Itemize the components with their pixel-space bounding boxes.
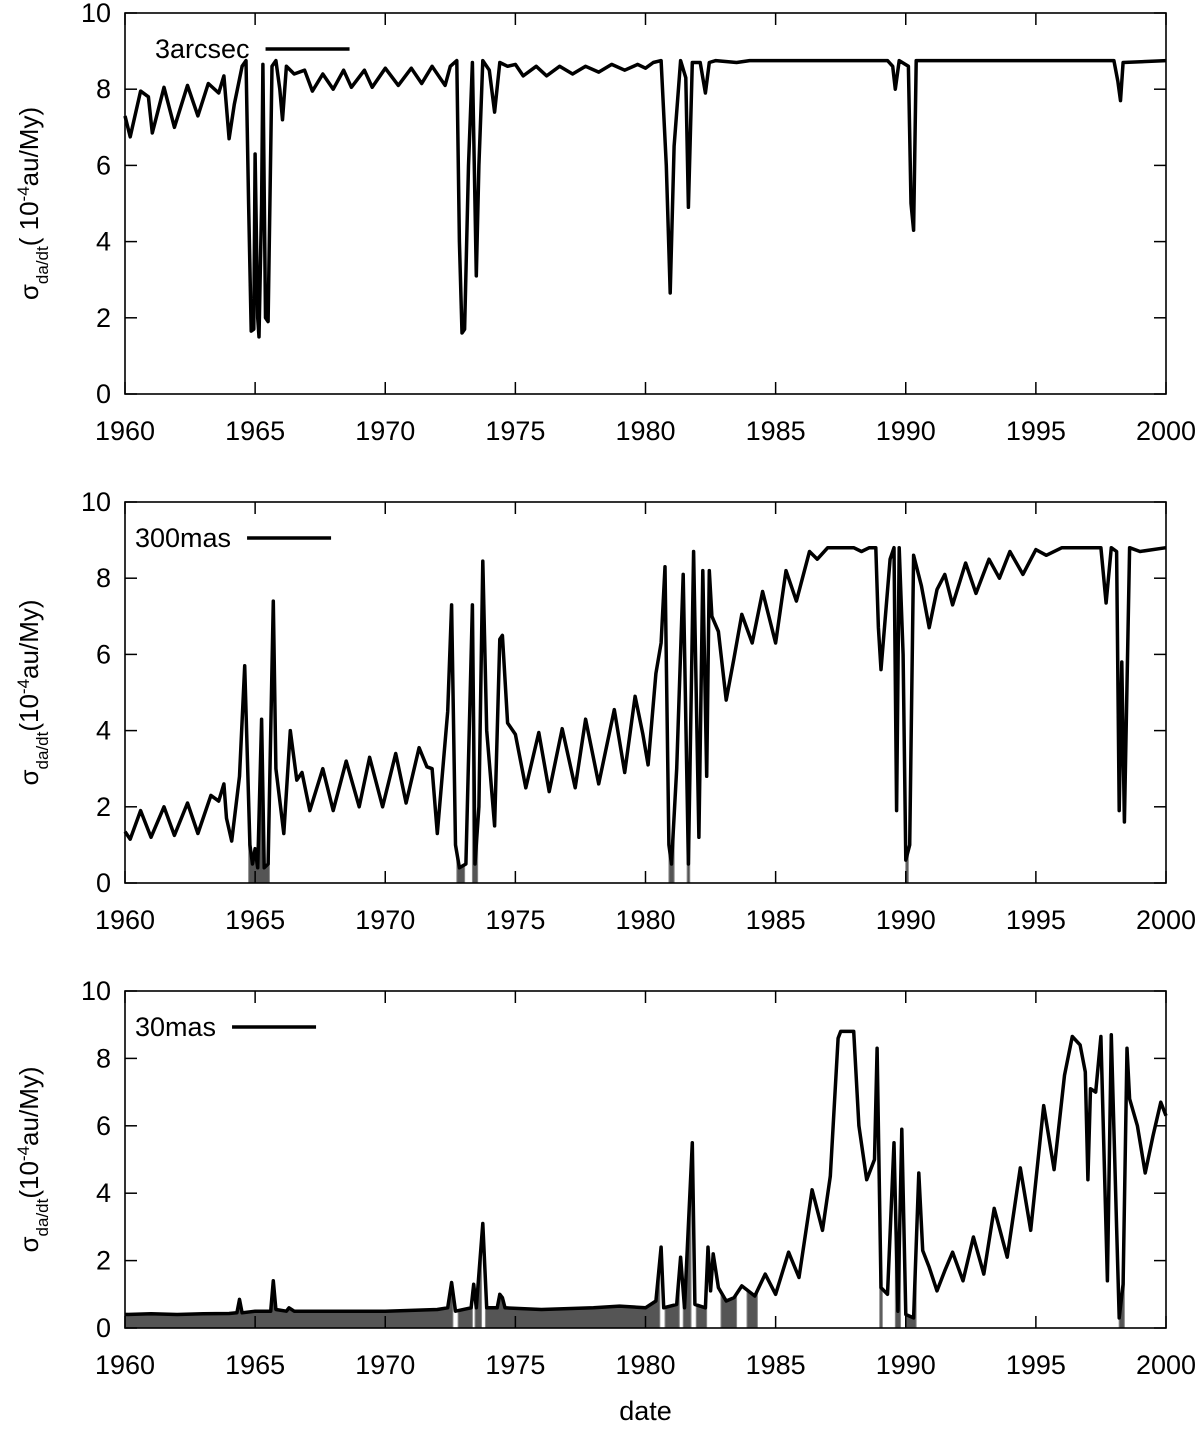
x-tick-label: 1995 <box>1006 416 1066 446</box>
y-tick-label: 2 <box>96 303 111 333</box>
y-axis-label-part: σ <box>14 1236 44 1252</box>
panel: 0 2 4 6 8 10 1960 1965 1970 1975 1980 1985 1990 1995 2… <box>14 976 1197 1426</box>
x-tick-label: 1975 <box>485 905 545 935</box>
panel: 0 2 4 6 8 10 1960 1965 1970 1975 1980 1985 1990 1995 2… <box>14 487 1197 935</box>
y-tick-label: 10 <box>81 0 111 28</box>
x-tick-label: 1995 <box>1006 905 1066 935</box>
y-axis-label-part: au/My) <box>14 599 44 678</box>
x-axis-label: date <box>619 1396 672 1426</box>
x-tick-label: 1990 <box>876 416 936 446</box>
y-axis-label-part: (10 <box>14 1161 44 1199</box>
x-tick-label: 1960 <box>95 416 155 446</box>
plot-frame <box>124 12 1167 395</box>
y-tick-label: 4 <box>96 1178 111 1208</box>
y-tick-label: 8 <box>96 1043 111 1073</box>
y-axis-label-part: -4 <box>14 1146 33 1161</box>
x-tick-label: 1985 <box>746 416 806 446</box>
y-axis-label-part: da/dt <box>33 731 52 769</box>
x-tick-label: 1975 <box>485 1350 545 1380</box>
y-tick-label: 4 <box>96 716 111 746</box>
legend-label: 300mas <box>135 523 231 553</box>
y-axis-label-part: ( 10 <box>14 201 44 246</box>
y-axis-label: σda/dt(10-4au/My) <box>14 1066 52 1252</box>
y-axis-label-part: au/My) <box>14 107 44 186</box>
y-tick-label: 0 <box>96 1313 111 1343</box>
y-tick-label: 6 <box>96 1111 111 1141</box>
data-line <box>124 1029 1168 1320</box>
y-tick-label: 4 <box>96 227 111 257</box>
shaded-area <box>484 1260 661 1329</box>
x-tick-label: 1985 <box>746 1350 806 1380</box>
x-tick-label: 1985 <box>746 905 806 935</box>
y-tick-label: 10 <box>81 976 111 1006</box>
x-tick-label: 1970 <box>355 1350 415 1380</box>
x-tick-label: 1965 <box>225 1350 285 1380</box>
y-axis-label-part: σ <box>14 284 44 300</box>
plot-frame <box>124 990 1167 1329</box>
x-tick-label: 1980 <box>615 1350 675 1380</box>
data-line <box>123 545 1167 870</box>
y-axis-label-part: σ <box>14 769 44 785</box>
x-tick-label: 1980 <box>615 905 675 935</box>
legend-label: 30mas <box>135 1012 216 1042</box>
y-tick-label: 6 <box>96 639 111 669</box>
y-tick-label: 2 <box>96 792 111 822</box>
y-axis-label-part: -4 <box>14 679 33 694</box>
x-tick-label: 2000 <box>1136 1350 1196 1380</box>
x-tick-label: 1960 <box>95 1350 155 1380</box>
x-tick-label: 2000 <box>1136 905 1196 935</box>
data-line <box>123 58 1167 339</box>
y-axis-label-part: au/My) <box>14 1066 44 1145</box>
x-tick-label: 1960 <box>95 905 155 935</box>
x-tick-label: 1965 <box>225 416 285 446</box>
x-tick-label: 2000 <box>1136 416 1196 446</box>
x-tick-label: 1980 <box>615 416 675 446</box>
x-tick-label: 1990 <box>876 905 936 935</box>
y-tick-label: 8 <box>96 74 111 104</box>
y-axis-label-part: -4 <box>14 186 33 201</box>
y-tick-label: 0 <box>96 379 111 409</box>
y-axis-label: σda/dt(10-4au/My) <box>14 599 52 785</box>
panel: 0 2 4 6 8 10 1960 1965 1970 1975 1980 1985 1990 1995 2… <box>14 0 1197 446</box>
y-axis-label-part: (10 <box>14 694 44 732</box>
x-tick-label: 1965 <box>225 905 285 935</box>
y-tick-label: 10 <box>81 487 111 517</box>
x-tick-label: 1975 <box>485 416 545 446</box>
x-tick-label: 1995 <box>1006 1350 1066 1380</box>
y-tick-label: 6 <box>96 150 111 180</box>
x-tick-label: 1990 <box>876 1350 936 1380</box>
y-axis-label-part: da/dt <box>33 1198 52 1236</box>
shaded-area <box>124 1280 454 1329</box>
y-tick-label: 0 <box>96 868 111 898</box>
x-tick-label: 1970 <box>355 905 415 935</box>
legend-label: 3arcsec <box>155 34 250 64</box>
y-axis-label-part: da/dt <box>33 246 52 284</box>
y-tick-label: 8 <box>96 563 111 593</box>
y-axis-label: σda/dt( 10-4au/My) <box>14 107 52 300</box>
x-tick-label: 1970 <box>355 416 415 446</box>
y-tick-label: 2 <box>96 1246 111 1276</box>
